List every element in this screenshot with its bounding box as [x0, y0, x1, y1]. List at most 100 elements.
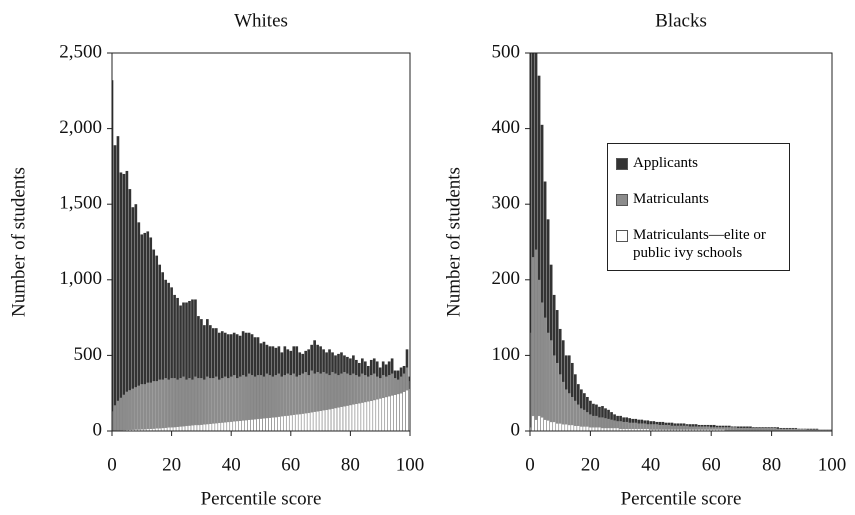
bar: [244, 376, 248, 431]
bar: [715, 429, 719, 431]
bar: [167, 282, 170, 431]
legend: Applicants Matriculants Matriculants—elite…: [607, 143, 790, 271]
bar: [134, 387, 138, 431]
bar: [721, 427, 725, 431]
bar: [289, 375, 293, 431]
bar: [155, 255, 159, 431]
legend-item: Matriculants—elite or public ivy schools: [616, 226, 781, 262]
bar: [582, 426, 586, 431]
bar: [128, 429, 132, 431]
x-tick-label: 60: [702, 454, 721, 475]
bar: [116, 136, 120, 431]
bar: [561, 423, 565, 431]
bar: [152, 428, 156, 431]
y-tick-label: 2,500: [59, 41, 102, 62]
bar: [113, 145, 117, 431]
bar: [176, 379, 179, 431]
bar: [194, 376, 197, 431]
y-tick-label: 100: [492, 344, 521, 365]
bar: [676, 425, 680, 431]
bar: [700, 429, 704, 431]
bar: [673, 425, 677, 431]
bar: [286, 415, 290, 431]
bar: [137, 222, 141, 431]
bar: [349, 375, 352, 431]
bar: [167, 427, 171, 431]
bar: [703, 426, 707, 431]
bar: [301, 373, 305, 431]
bar: [564, 423, 568, 431]
x-tick-label: 40: [641, 454, 660, 475]
bar: [800, 428, 804, 431]
bar: [534, 53, 538, 431]
bar: [206, 376, 209, 431]
y-tick-label: 500: [74, 344, 103, 365]
bar: [622, 421, 625, 431]
bar: [310, 412, 314, 431]
bar: [331, 372, 334, 431]
bar: [146, 382, 150, 431]
bar: [259, 418, 263, 431]
bar: [755, 427, 758, 431]
bar: [537, 75, 541, 431]
bar: [304, 372, 308, 431]
legend-swatch: [616, 230, 628, 242]
bar: [543, 317, 547, 431]
bar: [232, 375, 236, 431]
bar: [307, 412, 311, 431]
bar: [579, 408, 583, 431]
bar: [637, 423, 641, 431]
bar: [217, 379, 221, 431]
bar: [375, 399, 379, 431]
bar: [718, 427, 722, 431]
bar: [241, 420, 245, 431]
bar: [339, 406, 343, 431]
bar: [613, 427, 617, 431]
bar: [348, 404, 352, 431]
bar: [158, 428, 162, 431]
bar: [119, 397, 123, 431]
bar: [271, 376, 275, 431]
bar: [540, 124, 544, 431]
bar: [734, 427, 737, 431]
bar: [158, 264, 162, 431]
bar: [319, 373, 322, 431]
bar: [567, 393, 571, 431]
bar: [155, 381, 159, 431]
bar: [758, 427, 761, 431]
bar: [122, 394, 126, 431]
bar: [277, 373, 281, 431]
bar: [625, 421, 628, 431]
bar: [197, 378, 200, 431]
bar: [592, 415, 595, 431]
bar: [530, 53, 532, 431]
bar: [181, 425, 186, 431]
bar: [322, 409, 326, 431]
bar: [540, 302, 544, 431]
bar: [203, 379, 206, 431]
bar: [700, 426, 704, 431]
chart-title: Whites: [234, 10, 288, 31]
bar: [253, 376, 257, 431]
bar: [567, 424, 571, 431]
bar: [652, 429, 656, 431]
bar: [146, 231, 150, 431]
bar: [182, 376, 185, 431]
bar: [161, 427, 165, 431]
bar: [773, 427, 776, 431]
bar: [134, 429, 138, 431]
bar: [378, 398, 382, 431]
bar: [530, 332, 532, 431]
bar: [546, 420, 550, 431]
bar: [649, 424, 653, 431]
bar: [685, 429, 689, 431]
bar: [640, 423, 644, 431]
bar: [333, 407, 338, 431]
bar: [770, 427, 773, 431]
bar: [649, 429, 653, 431]
bar: [295, 414, 299, 431]
bar: [561, 381, 565, 431]
bar: [607, 418, 610, 431]
bar: [173, 294, 176, 431]
